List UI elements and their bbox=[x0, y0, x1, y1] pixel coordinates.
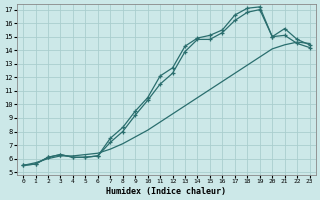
X-axis label: Humidex (Indice chaleur): Humidex (Indice chaleur) bbox=[106, 187, 226, 196]
